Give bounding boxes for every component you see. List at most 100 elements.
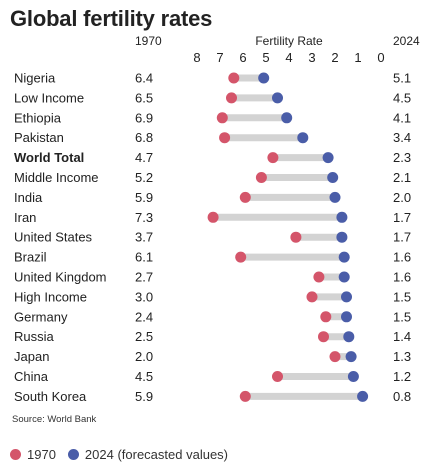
value-2024-label: 3.4 <box>393 130 411 145</box>
point-1970 <box>290 231 302 243</box>
country-label: Brazil <box>14 250 47 265</box>
point-2024 <box>345 351 357 363</box>
value-1970-label: 6.5 <box>135 90 153 105</box>
country-label: China <box>14 369 49 384</box>
point-1970 <box>267 152 279 164</box>
point-1970 <box>255 172 267 183</box>
country-label: Nigeria <box>14 71 56 86</box>
x-tick-label: 2 <box>331 50 338 65</box>
point-2024 <box>357 390 369 402</box>
legend-item-1970: 1970 <box>10 447 56 462</box>
point-2024 <box>343 331 355 343</box>
point-2024 <box>347 371 359 382</box>
value-2024-label: 2.0 <box>393 190 411 205</box>
point-1970 <box>318 331 329 343</box>
point-2024 <box>258 72 270 84</box>
value-2024-label: 4.5 <box>393 90 411 105</box>
value-1970-label: 5.2 <box>135 170 153 185</box>
country-label: United Kingdom <box>14 270 107 285</box>
point-2024 <box>329 191 341 203</box>
point-2024 <box>322 152 334 164</box>
legend-item-2024: 2024 (forecasted values) <box>67 447 228 462</box>
point-1970 <box>226 92 237 104</box>
point-1970 <box>313 271 325 283</box>
country-label: Middle Income <box>14 170 99 185</box>
source-note: Source: World Bank <box>12 414 97 425</box>
chart-title: Global fertility rates <box>10 6 213 31</box>
x-tick-label: 6 <box>239 50 246 65</box>
country-label: Pakistan <box>14 130 64 145</box>
value-2024-label: 1.3 <box>393 349 411 364</box>
value-2024-label: 5.1 <box>393 71 411 86</box>
value-1970-label: 5.9 <box>135 389 153 404</box>
value-2024-label: 1.2 <box>393 369 411 384</box>
country-label: Russia <box>14 329 55 344</box>
x-tick-label: 7 <box>216 50 223 65</box>
value-1970-label: 2.0 <box>135 349 153 364</box>
value-1970-label: 2.7 <box>135 270 153 285</box>
value-2024-label: 1.7 <box>393 230 411 245</box>
x-tick-label: 1 <box>354 50 361 65</box>
value-1970-label: 5.9 <box>135 190 153 205</box>
country-label: World Total <box>14 150 84 165</box>
legend-dot-1970 <box>10 449 21 460</box>
value-2024-label: 1.7 <box>393 210 411 225</box>
value-2024-label: 2.3 <box>393 150 411 165</box>
point-1970 <box>320 311 332 323</box>
point-2024 <box>327 172 339 183</box>
value-2024-label: 1.6 <box>393 270 411 285</box>
header-1970: 1970 <box>135 34 162 48</box>
point-1970 <box>207 211 219 223</box>
value-1970-label: 4.7 <box>135 150 153 165</box>
value-1970-label: 3.0 <box>135 289 153 304</box>
x-axis-label: Fertility Rate <box>255 34 323 48</box>
x-tick-label: 0 <box>377 50 384 65</box>
point-2024 <box>272 92 283 104</box>
value-1970-label: 6.1 <box>135 250 153 265</box>
country-label: Low Income <box>14 90 84 105</box>
value-1970-label: 6.8 <box>135 130 153 145</box>
value-1970-label: 6.9 <box>135 110 153 125</box>
point-2024 <box>297 132 309 144</box>
value-2024-label: 2.1 <box>393 170 411 185</box>
point-1970 <box>235 251 247 263</box>
x-tick-label: 4 <box>285 50 292 65</box>
point-1970 <box>219 132 231 144</box>
value-2024-label: 1.5 <box>393 289 411 304</box>
value-1970-label: 7.3 <box>135 210 153 225</box>
country-label: South Korea <box>14 389 87 404</box>
value-1970-label: 3.7 <box>135 230 153 245</box>
country-label: Germany <box>14 309 68 324</box>
point-2024 <box>338 251 350 263</box>
point-1970 <box>239 191 251 203</box>
country-label: High Income <box>14 289 87 304</box>
value-2024-label: 1.4 <box>393 329 411 344</box>
point-2024 <box>341 291 352 303</box>
header-2024: 2024 <box>393 34 420 48</box>
legend: 1970 2024 (forecasted values) <box>10 447 240 462</box>
value-2024-label: 4.1 <box>393 110 411 125</box>
value-1970-label: 6.4 <box>135 71 153 86</box>
value-2024-label: 1.5 <box>393 309 411 324</box>
point-2024 <box>336 211 348 223</box>
point-1970 <box>228 72 240 84</box>
country-label: Iran <box>14 210 36 225</box>
country-label: Ethiopia <box>14 110 62 125</box>
legend-label-1970: 1970 <box>27 447 56 462</box>
point-1970 <box>272 371 283 382</box>
value-2024-label: 0.8 <box>393 389 411 404</box>
value-1970-label: 2.4 <box>135 309 153 324</box>
point-1970 <box>306 291 318 303</box>
point-2024 <box>281 112 293 124</box>
value-1970-label: 2.5 <box>135 329 153 344</box>
legend-dot-2024 <box>67 449 79 460</box>
x-tick-label: 3 <box>308 50 315 65</box>
country-label: India <box>14 190 43 205</box>
point-1970 <box>216 112 228 124</box>
point-1970 <box>329 351 341 363</box>
country-label: United States <box>14 230 93 245</box>
x-tick-label: 8 <box>193 50 200 65</box>
point-2024 <box>341 311 352 323</box>
country-label: Japan <box>14 349 49 364</box>
